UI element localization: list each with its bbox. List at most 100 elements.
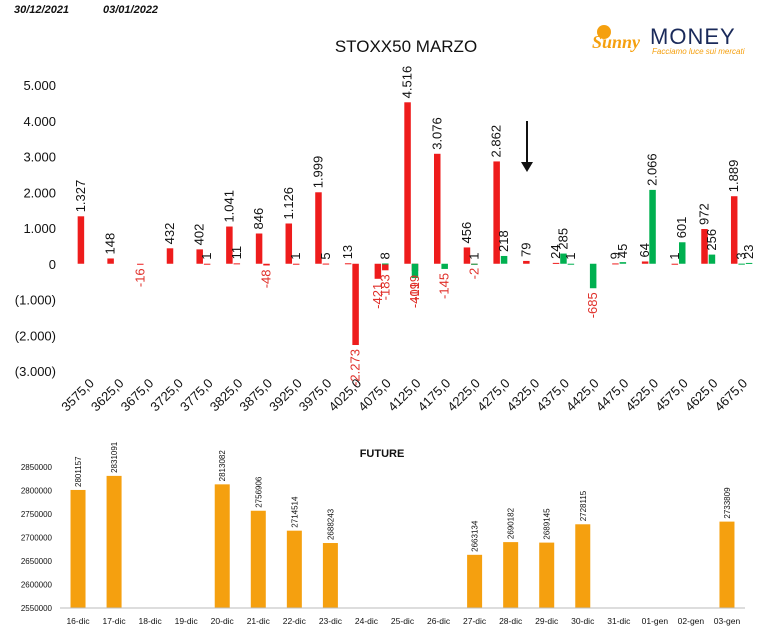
svg-text:Facciamo luce sui mercati: Facciamo luce sui mercati <box>652 47 745 56</box>
data-label: 1.889 <box>726 160 741 193</box>
bar-put <box>708 254 716 264</box>
future-bar <box>250 510 266 608</box>
bar-put <box>560 253 567 264</box>
bar-put <box>411 263 419 279</box>
future-x-tick-label: 27-dic <box>463 616 487 626</box>
sun-icon <box>597 25 611 39</box>
future-data-label: 2714514 <box>290 496 299 528</box>
data-label: 23 <box>741 244 756 258</box>
bar-call <box>107 258 114 264</box>
bar-put <box>441 263 448 269</box>
future-bar <box>539 542 555 608</box>
data-label: -48 <box>259 269 274 288</box>
future-x-tick-label: 29-dic <box>535 616 559 626</box>
data-label: 13 <box>340 245 355 259</box>
bar-call <box>463 247 471 264</box>
bar-call2 <box>292 263 300 265</box>
bar-call2 <box>263 263 270 266</box>
bar-call <box>671 263 679 265</box>
data-label: 2.862 <box>489 125 504 158</box>
y-tick-label: 3.000 <box>23 150 56 165</box>
data-label: -183 <box>377 274 392 300</box>
future-x-tick-label: 31-dic <box>607 616 631 626</box>
bar-put <box>382 263 389 265</box>
arrow-down-icon <box>521 121 533 172</box>
bar-call <box>701 229 708 264</box>
future-x-tick-label: 25-dic <box>391 616 415 626</box>
future-x-tick-label: 30-dic <box>571 616 595 626</box>
future-y-tick-label: 2850000 <box>21 463 53 472</box>
data-label: -401 <box>407 282 422 308</box>
data-label: 1.041 <box>221 190 236 223</box>
future-bar <box>467 554 483 608</box>
bar-put <box>500 255 508 264</box>
future-x-tick-label: 20-dic <box>211 616 235 626</box>
data-label: 1.126 <box>281 187 296 220</box>
future-x-tick-label: 24-dic <box>355 616 379 626</box>
bar-call <box>255 233 263 264</box>
data-label: 972 <box>697 203 712 225</box>
future-bar <box>286 530 302 608</box>
future-x-tick-label: 26-dic <box>427 616 451 626</box>
future-x-tick-label: 18-dic <box>139 616 163 626</box>
future-data-label: 2728115 <box>579 490 588 521</box>
future-x-tick-label: 17-dic <box>103 616 127 626</box>
future-bar <box>503 542 519 608</box>
future-data-label: 2690182 <box>507 507 516 539</box>
data-label: 4.516 <box>400 66 415 99</box>
bar-call <box>166 248 174 264</box>
bar-call <box>434 153 441 264</box>
data-label: 1.327 <box>73 180 88 213</box>
bar-call <box>493 161 500 264</box>
date-to: 03/01/2022 <box>103 4 159 16</box>
bar-call <box>641 261 649 264</box>
data-label: -145 <box>437 273 452 299</box>
bar-call <box>77 216 85 264</box>
bar-call2 <box>352 263 359 346</box>
data-label: -685 <box>585 292 600 318</box>
bar-call2 <box>382 263 389 271</box>
future-bar <box>70 489 86 608</box>
future-x-tick-label: 22-dic <box>283 616 307 626</box>
data-label: 24 <box>548 244 563 258</box>
data-label: -199 <box>407 275 422 301</box>
data-label: -16 <box>132 268 147 287</box>
data-label: 846 <box>251 208 266 230</box>
future-y-tick-label: 2800000 <box>21 487 53 496</box>
y-tick-label: (3.000) <box>15 364 56 379</box>
bar-call2 <box>203 263 211 265</box>
data-label: 432 <box>162 223 177 245</box>
bar-put2 <box>745 262 753 264</box>
data-label: 148 <box>103 233 118 255</box>
future-x-tick-label: 01-gen <box>642 616 669 626</box>
bar-call <box>612 263 619 265</box>
chart-title: STOXX50 MARZO <box>335 37 477 56</box>
bar-call <box>730 196 738 264</box>
future-bar <box>719 521 735 608</box>
bar-call <box>374 263 382 279</box>
data-label: 79 <box>518 242 533 256</box>
future-data-label: 2831091 <box>110 441 119 473</box>
data-label: 402 <box>192 224 207 246</box>
future-bar <box>575 524 591 608</box>
bar-call <box>285 223 293 264</box>
data-label: 1 <box>199 252 214 259</box>
bar-call <box>404 102 411 264</box>
bar-put <box>738 263 745 265</box>
future-data-label: 2756906 <box>254 476 263 508</box>
future-x-tick-label: 21-dic <box>247 616 271 626</box>
y-tick-label: (1.000) <box>15 293 56 308</box>
future-bar <box>322 543 338 608</box>
date-from: 30/12/2021 <box>14 4 70 16</box>
future-x-tick-label: 28-dic <box>499 616 523 626</box>
future-x-tick-label: 16-dic <box>66 616 90 626</box>
future-x-tick-label: 03-gen <box>714 616 741 626</box>
data-label: 64 <box>637 243 652 257</box>
bar-put <box>471 263 478 265</box>
bar-call <box>196 249 203 264</box>
future-data-label: 2813082 <box>218 450 227 482</box>
data-label: 1.999 <box>310 156 325 189</box>
future-x-tick-label: 19-dic <box>175 616 199 626</box>
future-x-tick-label: 02-gen <box>678 616 705 626</box>
